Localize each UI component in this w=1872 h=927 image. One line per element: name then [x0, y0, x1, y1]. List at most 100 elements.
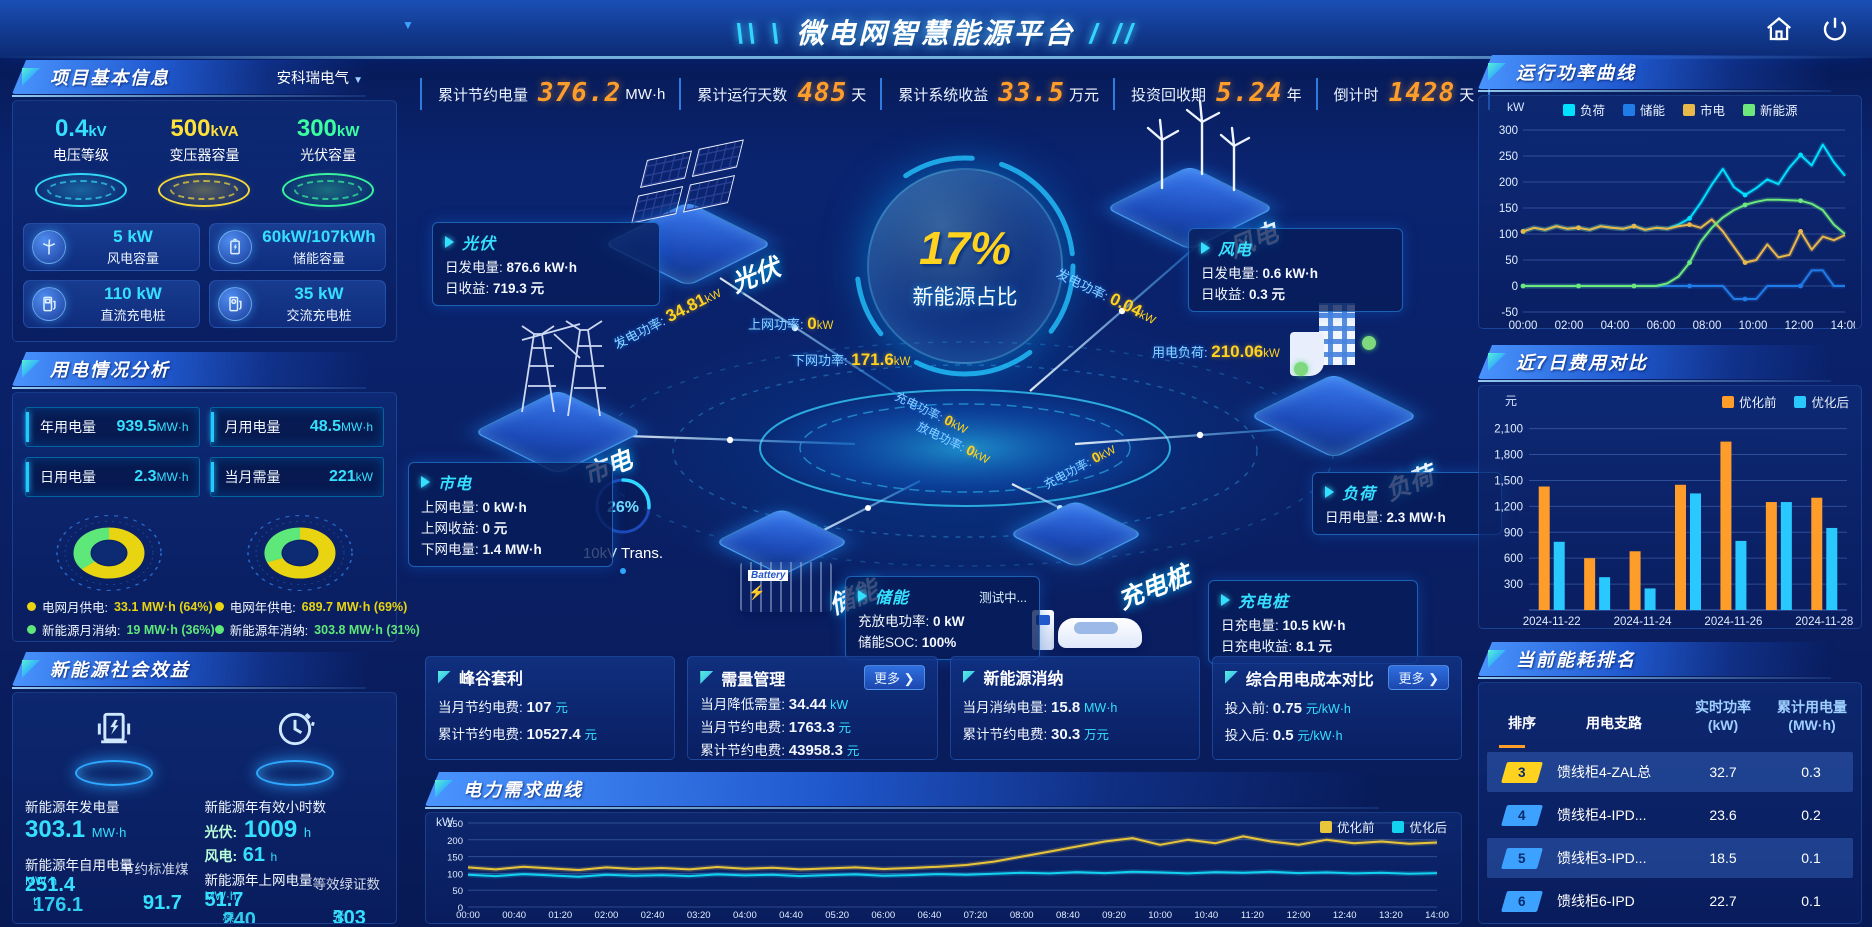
svg-text:01:20: 01:20 — [548, 910, 572, 921]
pedestal-value: 0.4kV — [54, 115, 107, 142]
more-button[interactable]: 更多 ❯ — [1388, 665, 1449, 690]
panel-title: 新能源社会效益 — [50, 660, 190, 680]
power-line-chart: -50 0 50 100 150 200 250 300 00:00 02:00 04:00 06:0… — [1499, 125, 1860, 332]
legend-chip-icon — [1721, 395, 1734, 408]
table-row[interactable]: 4 馈线柜4-IPD... 23.6 0.2 — [1487, 795, 1853, 835]
pagination-indicator — [1499, 745, 1525, 748]
legend-label: 新能源月消纳: — [42, 624, 121, 638]
svg-text:2024-11-24: 2024-11-24 — [1614, 616, 1673, 628]
panel-power-curve: 运行功率曲线 kW 负荷 储能 市电 新能源 -50 0 50 100 150 200 250 30… — [1478, 55, 1862, 335]
cost-bar-chart: 300 600 900 1,200 1,500 1,800 2,100 2024-11-22 2… — [1494, 424, 1853, 628]
svg-text:150: 150 — [1499, 203, 1518, 215]
table-row[interactable]: 6 馈线柜6-IPD 22.7 0.1 — [1487, 881, 1853, 921]
pv-info-card: 光伏 日发电量: 876.6 kW·h 日收益: 719.3 元 — [432, 222, 660, 306]
dc-charger-icon — [32, 287, 66, 321]
panel-title: 用电情况分析 — [50, 360, 170, 380]
svg-text:10:40: 10:40 — [1194, 910, 1218, 921]
table-row[interactable]: 5 馈线柜3-IPD... 18.5 0.1 — [1487, 838, 1853, 878]
summary-card-row: 投入后: 0.5 元/kW·h — [1224, 727, 1343, 744]
card-corner-icon — [1224, 671, 1238, 684]
svg-text:50: 50 — [1505, 255, 1518, 267]
legend-name: 优化前 — [1738, 396, 1777, 410]
summary-cards-row: 峰谷套利 当月节约电费: 107 元累计节约电费: 10527.4 元 需量管理 更多… — [425, 656, 1462, 760]
power-icon[interactable] — [1820, 14, 1850, 44]
svg-text:250: 250 — [1499, 151, 1518, 163]
demand-legend-item[interactable]: 优化前 — [1319, 817, 1374, 836]
home-icon[interactable] — [1764, 14, 1794, 44]
rank-badge: 4 — [1500, 804, 1544, 826]
kpi-value: 376.2 — [538, 78, 621, 108]
panel-title: 运行功率曲线 — [1516, 63, 1636, 83]
y-axis-unit: kW — [436, 815, 454, 829]
storage-status-badge: 测试中... — [979, 590, 1027, 605]
social-benefit-overlap-right: 新能源年上网电量 等效绿证数 51.7 MW·h 240 棵 303 张 — [204, 873, 381, 924]
panel-corner-icon — [22, 68, 40, 86]
pedestal-glow-icon — [270, 165, 387, 215]
panel-energy-ranking: 当前能耗排名 排序 用电支路 实时功率 (kW) 累计用电量 (MW·h) 3 馈线柜… — [1478, 642, 1862, 927]
legend-name: 负荷 — [1580, 104, 1606, 118]
pedestal-1: 500kVA 变压器容量 — [145, 115, 263, 215]
pedestal-label: 电压等级 — [52, 147, 109, 163]
legend-dot-icon — [27, 625, 36, 634]
panel-corner-icon — [435, 780, 453, 798]
generation-icon — [54, 707, 174, 786]
power-curve-legend-item[interactable]: 新能源 — [1743, 100, 1798, 119]
rank-cell: 5 — [1493, 847, 1551, 869]
donut-chart-month — [55, 514, 162, 592]
kpi-item-4: 倒计时 1428天 — [1315, 78, 1491, 110]
table-row[interactable]: 3 馈线柜4-ZAL总 32.7 0.3 — [1487, 752, 1853, 792]
company-select[interactable]: 安科瑞电气 ▼ — [276, 70, 363, 87]
card-corner-icon — [700, 671, 714, 684]
panel-demand-curve: 电力需求曲线 优化前 优化后 kW 0 50 100 150 200 250 00:00 00:… — [425, 772, 1462, 924]
power-curve-legend-item[interactable]: 储能 — [1623, 100, 1665, 119]
svg-text:04:00: 04:00 — [1601, 320, 1630, 332]
kpi-unit: 年 — [1287, 84, 1302, 105]
cumulative-energy: 0.1 — [1801, 893, 1821, 909]
more-button[interactable]: 更多 ❯ — [863, 665, 925, 690]
kpi-value: 5.24 — [1216, 78, 1283, 108]
center-renewable-share: 17% 新能源占比 — [867, 168, 1063, 364]
svg-text:2024-11-26: 2024-11-26 — [1704, 616, 1762, 628]
cost-legend-item[interactable]: 优化后 — [1794, 392, 1849, 411]
card-corner-icon — [962, 670, 976, 684]
legend-name: 储能 — [1640, 104, 1666, 118]
usage-stat-0: 年用电量 939.5MW·h — [25, 407, 200, 447]
spoke-export-power: 上网功率: 0kW — [748, 314, 834, 333]
title-slash-left-icon: \\ \ — [735, 18, 783, 49]
pedestal-row: 0.4kV 电压等级 500kVA 变压器容量 300kW 光伏容量 — [13, 101, 396, 215]
summary-card-row: 当月降低需量: 34.44 kW — [700, 696, 849, 713]
branch-name: 馈线柜4-ZAL总 — [1557, 764, 1652, 780]
svg-text:50: 50 — [452, 886, 463, 897]
rank-badge: 5 — [1500, 847, 1544, 869]
gauge-dot-icon — [620, 568, 626, 574]
power-curve-legend-item[interactable]: 负荷 — [1563, 100, 1605, 119]
summary-card-row: 累计节约电费: 30.3 万元 — [962, 726, 1110, 743]
spoke-load-power: 用电负荷: 210.06kW — [1152, 342, 1280, 361]
branch-name: 馈线柜6-IPD — [1557, 893, 1635, 909]
load-info-card: 负荷 日用电量: 2.3 MW·h — [1312, 472, 1502, 535]
svg-text:-50: -50 — [1501, 307, 1518, 319]
svg-text:08:00: 08:00 — [1010, 910, 1034, 921]
legend-label: 电网月供电: — [42, 601, 108, 615]
grid-info-card: 市电 上网电量: 0 kW·h 上网收益: 0 元 下网电量: 1.4 MW·h — [408, 462, 613, 567]
cost-legend-item[interactable]: 优化前 — [1721, 392, 1777, 411]
pedestal-glow-icon — [146, 165, 263, 215]
transmission-towers-icon — [521, 320, 606, 417]
donut-chart-year — [247, 514, 354, 592]
power-curve-legend-item[interactable]: 市电 — [1683, 100, 1725, 119]
collapse-arrow-icon[interactable]: ▼ — [402, 18, 414, 32]
capacity-label: 风电容量 — [106, 251, 159, 266]
cumulative-energy: 0.2 — [1801, 807, 1821, 823]
demand-legend-item[interactable]: 优化后 — [1392, 817, 1447, 836]
kpi-item-3: 投资回收期 5.24年 — [1112, 78, 1316, 110]
social-benefit-col-right: 新能源年有效小时数 光伏: 1009 h 风电: 61 h 新能源年上网电量 等… — [204, 796, 385, 924]
kpi-label: 累计系统收益 — [898, 84, 988, 105]
legend-item: 新能源年消纳: 303.8 MW·h (31%) — [214, 620, 420, 639]
summary-card-title: 需量管理 — [721, 671, 786, 689]
capacity-card-2: 110 kW 直流充电桩 — [23, 280, 200, 328]
legend-dot-icon — [214, 602, 224, 611]
capacity-value: 60kW/107kWh — [262, 227, 376, 246]
capacity-label: 交流充电桩 — [286, 308, 352, 323]
usage-stat-2: 日用电量 2.3MW·h — [25, 457, 200, 497]
